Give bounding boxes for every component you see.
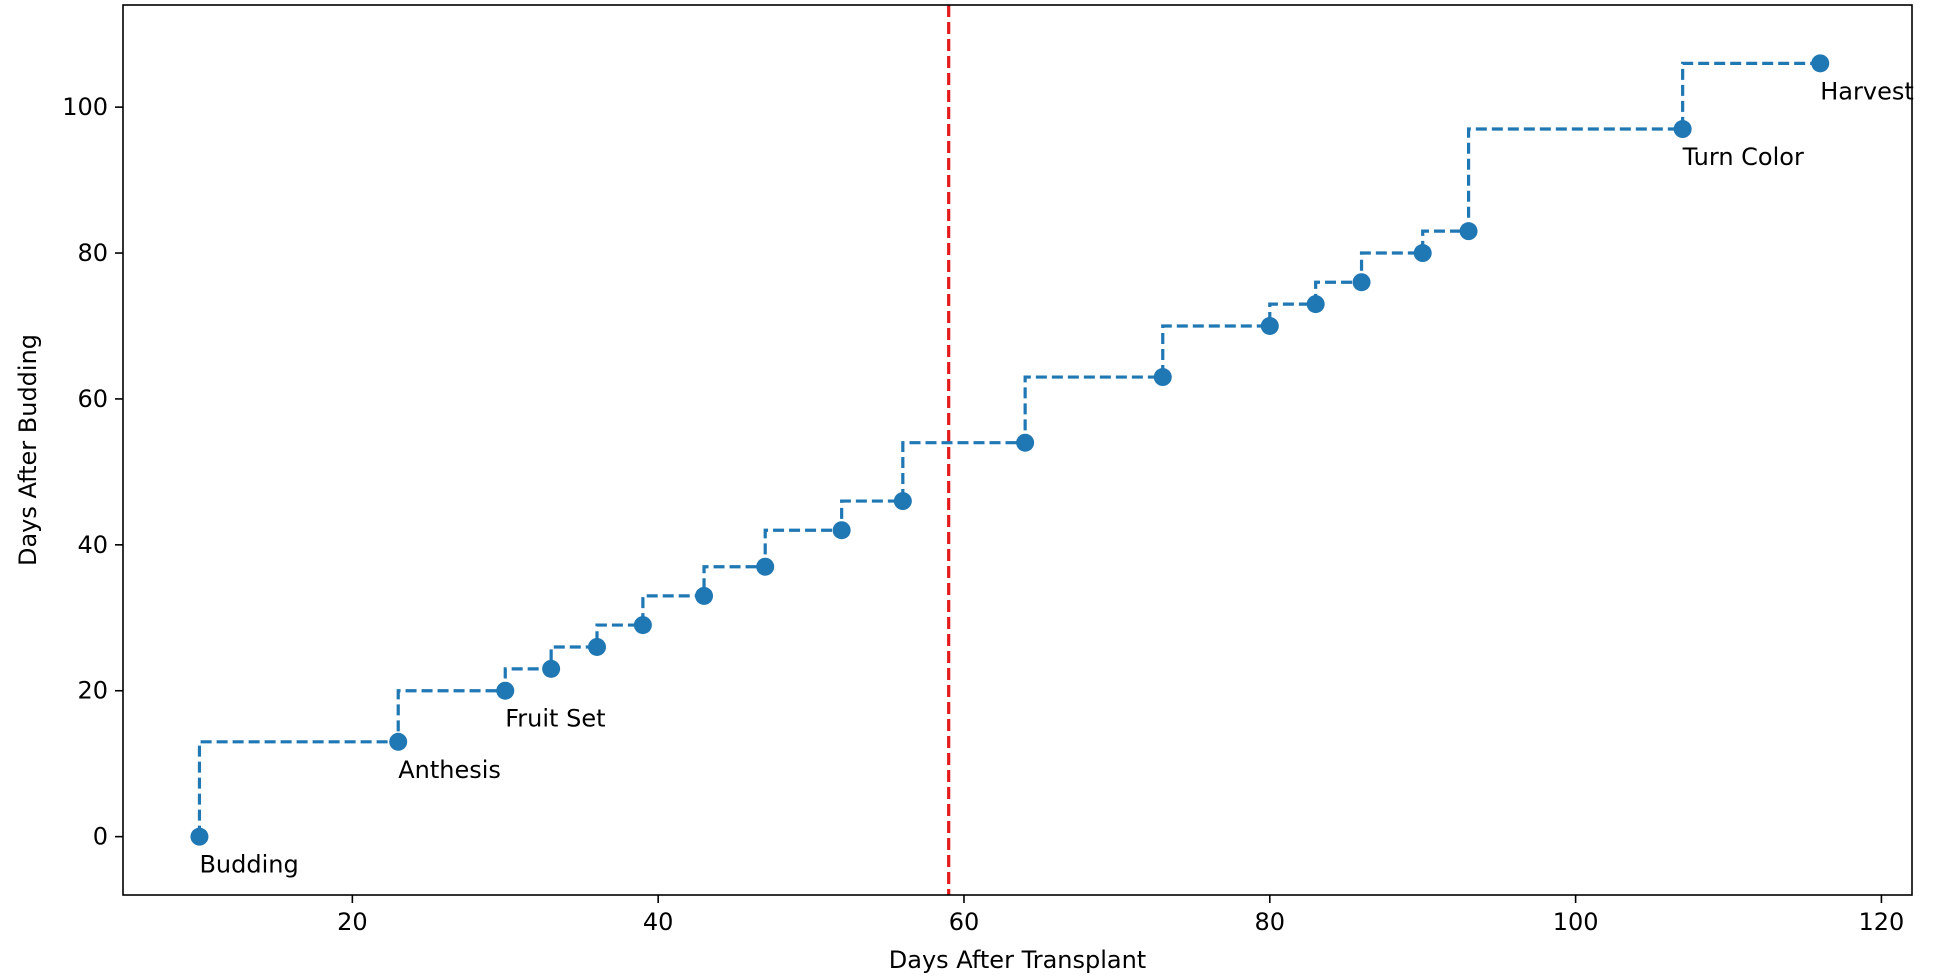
y-tick-label: 0 (93, 823, 108, 851)
data-point (1260, 316, 1279, 335)
data-point (1153, 368, 1172, 387)
y-tick-label: 20 (77, 677, 108, 705)
x-tick-label: 80 (1255, 908, 1286, 936)
data-point (756, 557, 775, 576)
data-point (542, 659, 561, 678)
data-point (1459, 222, 1478, 241)
annotation-label: Harvest (1820, 77, 1914, 105)
data-point (1413, 244, 1432, 263)
data-point (389, 732, 408, 751)
data-point (496, 681, 515, 700)
x-axis-label: Days After Transplant (889, 946, 1146, 974)
annotation-label: Turn Color (1682, 143, 1804, 171)
x-tick-label: 120 (1859, 908, 1905, 936)
x-tick-label: 20 (337, 908, 368, 936)
data-point (832, 521, 851, 540)
data-point (1306, 295, 1325, 314)
y-tick-label: 60 (77, 385, 108, 413)
x-axis-ticks: 20 40 60 80 100 120 (337, 895, 1904, 936)
data-point (1352, 273, 1371, 292)
data-point (1016, 433, 1035, 452)
annotation-label: Anthesis (398, 756, 501, 784)
annotation-label: Budding (199, 851, 298, 879)
x-tick-label: 100 (1553, 908, 1599, 936)
annotation-label: Fruit Set (505, 705, 605, 733)
data-point (893, 492, 912, 511)
x-tick-label: 40 (643, 908, 674, 936)
data-point (1811, 54, 1830, 73)
y-axis-label: Days After Budding (14, 334, 42, 566)
x-tick-label: 60 (949, 908, 980, 936)
y-tick-label: 80 (77, 239, 108, 267)
plot-frame (122, 4, 1913, 896)
data-point (190, 827, 209, 846)
data-point (695, 586, 714, 605)
data-point (633, 616, 652, 635)
y-tick-label: 40 (77, 531, 108, 559)
series-points-layer (190, 54, 1830, 846)
data-point (588, 637, 607, 656)
y-tick-label: 100 (62, 93, 108, 121)
data-point (1673, 120, 1692, 139)
y-axis-ticks: 0 20 40 60 80 100 (62, 93, 123, 851)
